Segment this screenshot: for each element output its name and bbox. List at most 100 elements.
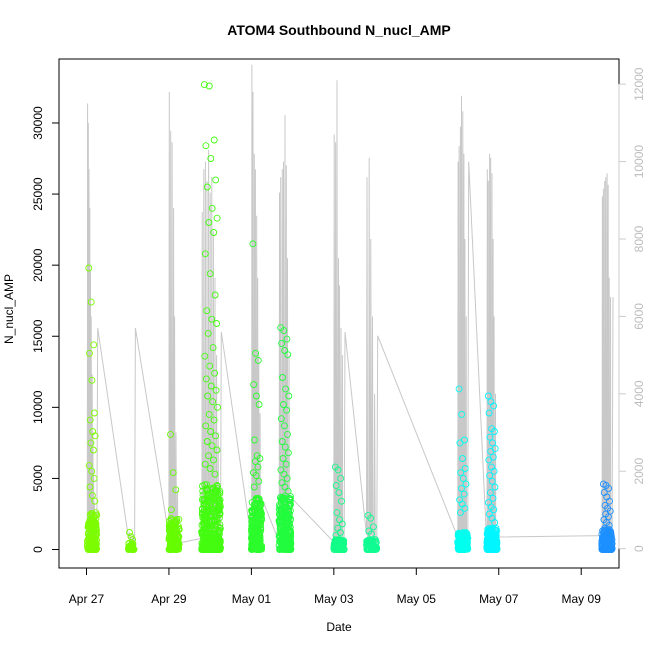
data-point [213,320,221,327]
data-point [252,349,260,357]
data-point [248,498,256,506]
data-point [490,428,498,435]
data-point [488,477,496,485]
scatter-series [125,529,138,553]
data-point [205,452,213,460]
data-point [205,410,213,418]
data-point [489,494,497,502]
data-point [485,456,493,464]
x-tick-label: Apr 29 [151,592,187,606]
data-point [279,455,287,462]
data-point [277,528,285,536]
data-point [202,530,210,537]
data-point [201,460,209,468]
data-point [371,543,379,551]
data-point [216,501,224,508]
data-point [337,474,345,482]
data-point [286,523,294,531]
data-point [459,455,466,462]
data-point [490,467,498,475]
data-point [463,530,471,538]
data-point [364,537,372,544]
data-point [455,385,463,393]
data-point [200,497,208,505]
data-point [202,516,210,524]
data-point [207,512,215,520]
data-point [455,529,462,537]
data-point [200,539,208,547]
data-point [210,456,217,464]
data-point [606,497,613,505]
data-point [216,545,224,553]
data-point [258,514,265,522]
data-point [208,546,215,553]
data-point [207,494,215,502]
data-point [491,483,499,491]
data-point [283,474,291,482]
scatter-series [165,430,183,553]
data-point [93,531,101,538]
data-point [282,460,290,468]
y-tick-label: 10000 [31,390,45,424]
data-point [166,545,174,553]
data-point [210,489,218,497]
data-point [90,533,98,540]
data-point [214,403,221,411]
data-point [169,521,177,529]
data-point [491,535,499,543]
right-y-tick-label: 6000 [632,303,646,330]
data-point [165,518,173,525]
data-point [459,540,467,548]
data-point [210,229,218,236]
data-point [90,341,98,349]
data-point [286,496,293,504]
data-point [88,376,96,384]
data-point [332,482,340,489]
y-axis-label: N_nucl_AMP [2,274,16,344]
data-point [203,307,211,315]
data-point [84,530,92,538]
data-point [334,466,342,474]
data-point [605,526,613,534]
right-y-tick-label: 0 [632,545,646,552]
data-point [368,545,376,553]
data-point [92,546,100,553]
data-point [601,524,609,532]
data-point [88,492,96,499]
data-point [485,409,493,417]
data-point [251,436,258,444]
data-point [169,540,177,548]
data-point [206,362,214,370]
data-point [603,536,611,543]
data-point [277,415,285,423]
y-tick-label: 25000 [31,177,45,211]
x-axis-label: Date [326,620,352,634]
data-point [605,544,613,552]
data-point [284,487,292,495]
data-point [202,142,210,150]
data-point [87,439,95,447]
data-point [208,315,216,323]
data-point [278,438,286,445]
data-point [490,506,498,514]
data-point [333,509,341,517]
data-point [202,422,210,430]
data-point [211,369,219,377]
data-point [487,447,495,455]
data-point [279,374,286,381]
data-point [208,526,216,534]
data-point [129,546,137,553]
data-point [254,511,262,518]
data-point [286,539,294,547]
data-point [209,398,217,406]
data-point [125,543,133,551]
data-point [203,438,211,445]
data-point [335,489,343,497]
data-point [88,467,96,475]
data-point [257,511,265,519]
data-point [484,392,492,400]
data-point [491,519,499,526]
data-point [280,401,287,408]
data-point [278,503,286,511]
data-point [210,416,218,424]
